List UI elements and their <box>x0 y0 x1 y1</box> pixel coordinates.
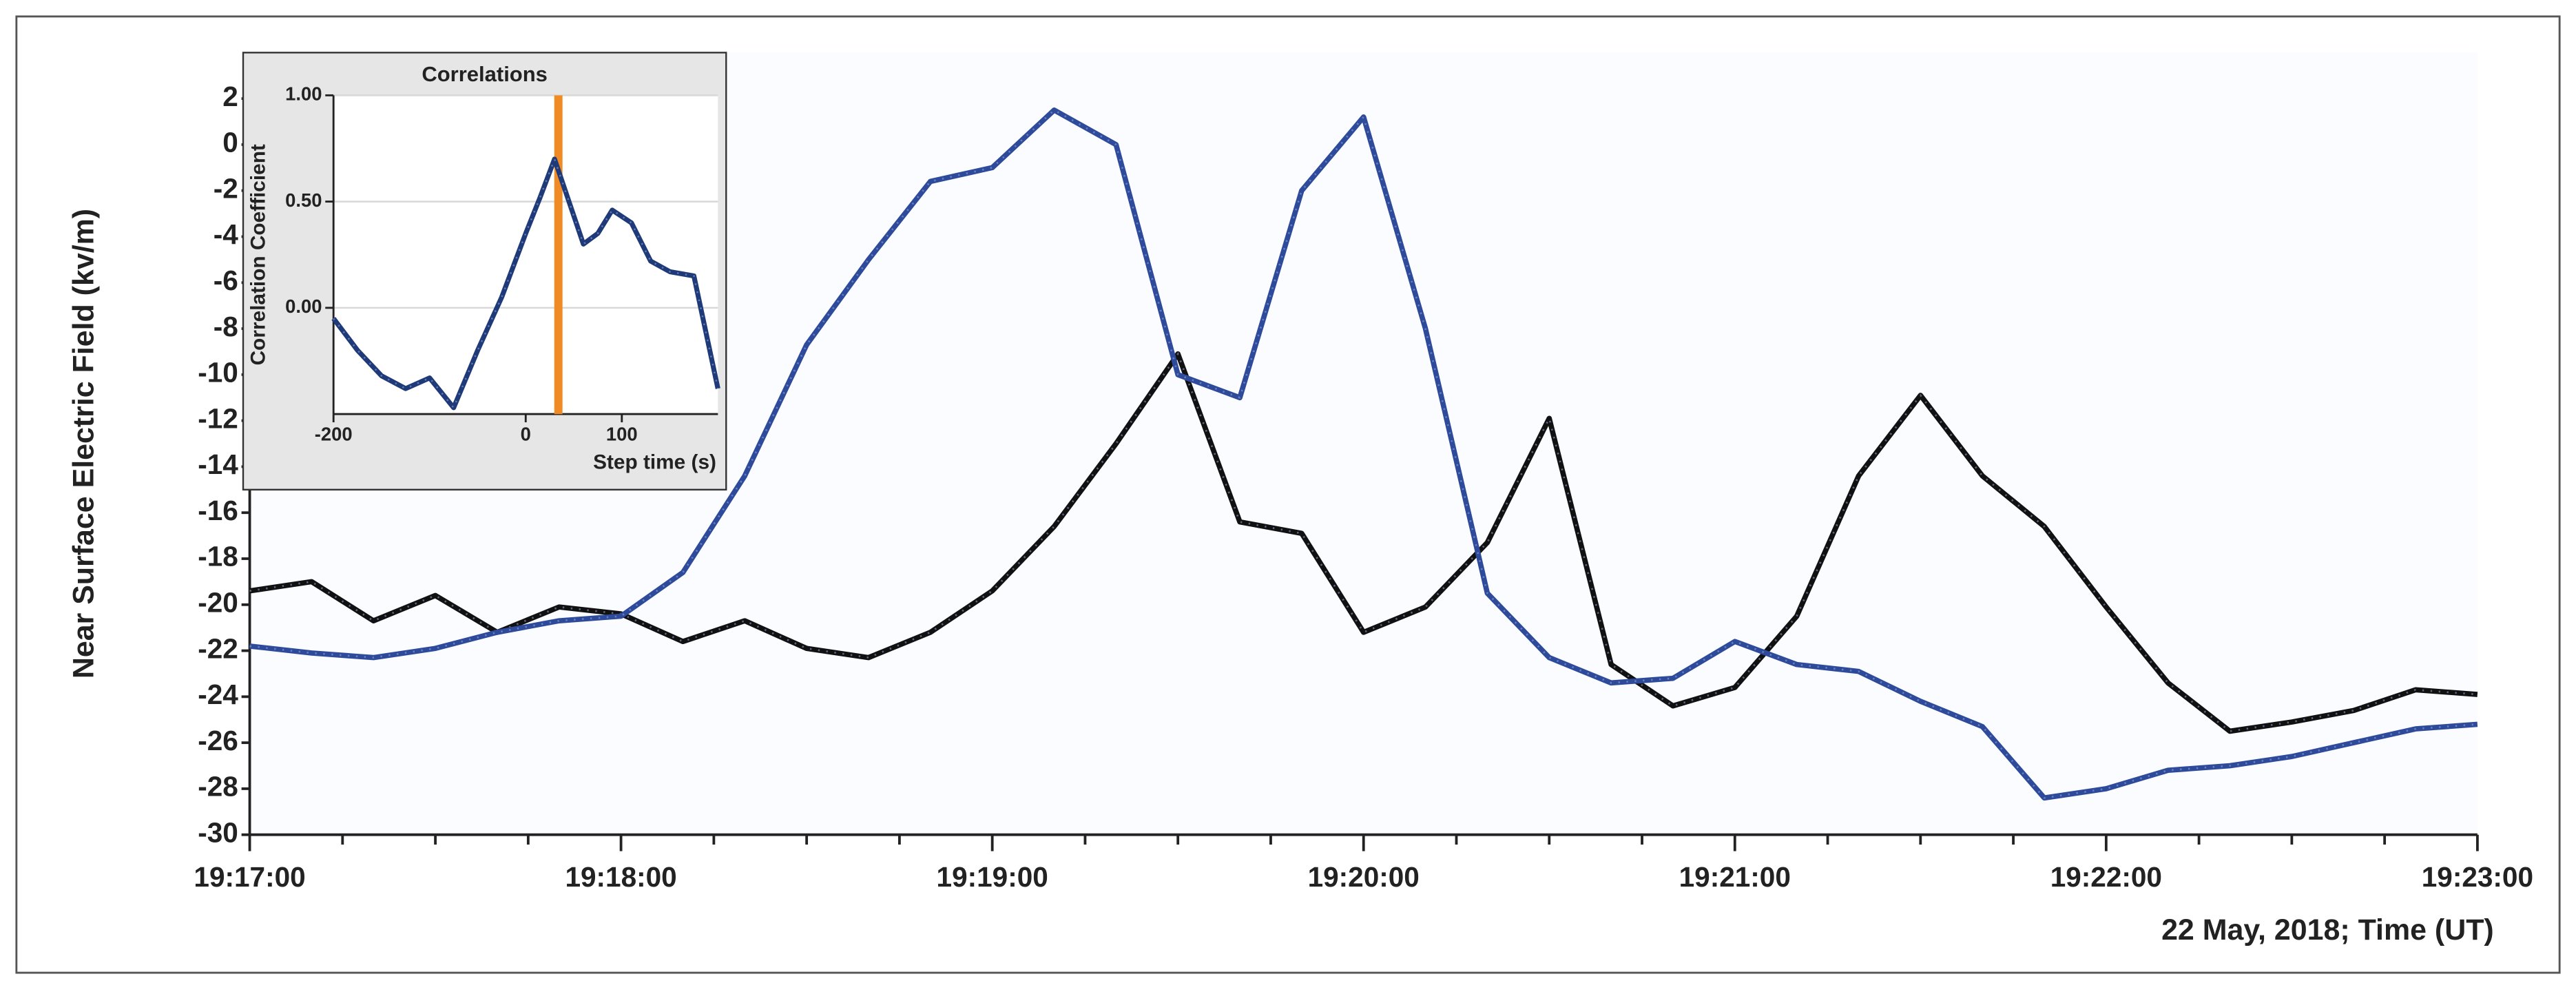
x-tick-label: 19:20:00 <box>1308 861 1420 893</box>
y-tick-label: 0.50 <box>285 189 322 211</box>
y-tick-label: -28 <box>198 771 238 803</box>
x-tick-label: 19:21:00 <box>1679 861 1791 893</box>
x-tick-label: -200 <box>315 423 353 444</box>
data-line <box>249 107 2478 801</box>
y-tick-label: -12 <box>198 402 238 434</box>
x-tick-label: 0 <box>521 423 531 444</box>
x-tick-label: 19:19:00 <box>937 861 1048 893</box>
y-tick-label: -22 <box>198 632 238 664</box>
y-tick-label: 0 <box>222 127 238 158</box>
x-tick-label: 100 <box>606 423 638 444</box>
x-axis-label: Step time (s) <box>593 451 716 474</box>
y-tick-label: -8 <box>214 311 238 342</box>
y-tick-label: 0.00 <box>285 296 322 317</box>
inset-chart: Correlations 0.00 0.50 1.00 -200 0 100 Correlat… <box>242 52 727 491</box>
y-tick-label: -20 <box>198 586 238 618</box>
x-tick-label: 19:22:00 <box>2050 861 2162 893</box>
x-axis-label: 22 May, 2018; Time (UT) <box>2161 913 2494 947</box>
x-tick-label: 19:18:00 <box>565 861 676 893</box>
y-tick-label: -10 <box>198 357 238 389</box>
y-tick-label: -30 <box>198 816 238 848</box>
y-tick-label: -24 <box>198 679 238 710</box>
y-tick-label: -18 <box>198 541 238 572</box>
y-tick-label: -4 <box>214 218 238 250</box>
y-tick-label: -14 <box>198 448 238 480</box>
y-tick-label: 1.00 <box>285 83 322 105</box>
y-axis-label: Near Surface Electric Field (kv/m) <box>67 209 100 679</box>
inset-plot-area <box>333 95 718 415</box>
x-tick-label: 19:23:00 <box>2422 861 2533 893</box>
inset-title: Correlations <box>422 62 548 86</box>
y-tick-label: -16 <box>198 495 238 526</box>
data-line <box>331 156 720 411</box>
x-tick-label: 19:17:00 <box>194 861 305 893</box>
y-axis-label: Correlation Coefficient <box>247 144 270 365</box>
y-tick-label: -6 <box>214 265 238 296</box>
y-tick-label: 2 <box>222 81 238 112</box>
y-tick-label: -26 <box>198 725 238 756</box>
y-tick-label: -2 <box>214 172 238 204</box>
